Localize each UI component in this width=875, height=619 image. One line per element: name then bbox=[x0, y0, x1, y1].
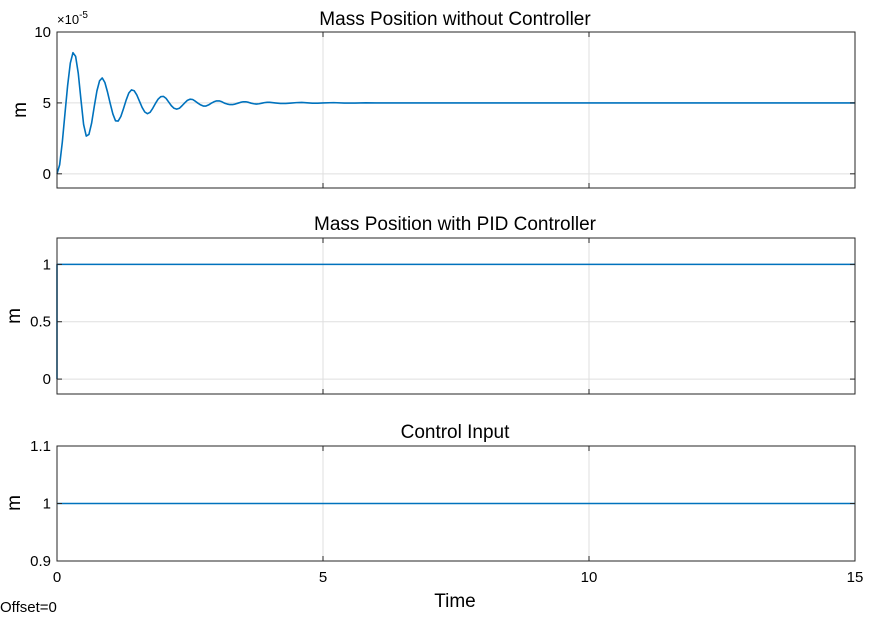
x-axis-label: Time bbox=[434, 591, 476, 612]
subplot-mass-position-with-pid: Mass Position with PID Controller m 0 0.5… bbox=[4, 214, 856, 395]
y-exponent-power: -5 bbox=[79, 10, 88, 21]
subplot-control-input: Control Input m 0.9 1 1.1 0 5 10 15 bbox=[4, 422, 863, 586]
y-tick-label: 1.1 bbox=[30, 438, 51, 455]
x-tick-label: 10 bbox=[581, 569, 598, 586]
plot-area bbox=[57, 32, 855, 188]
y-tick-label: 5 bbox=[43, 95, 51, 112]
series-line bbox=[56, 51, 855, 175]
x-tick-label: 0 bbox=[53, 569, 61, 586]
y-tick-label: 0.9 bbox=[30, 553, 51, 570]
plot-area bbox=[57, 238, 855, 394]
y-tick-label: 1 bbox=[43, 256, 51, 273]
y-axis-label: m bbox=[4, 495, 25, 511]
subplot-mass-position-without-controller: Mass Position without Controller m ×10-5… bbox=[10, 9, 856, 189]
y-tick-label: 0 bbox=[43, 166, 51, 183]
y-tick-label: 0 bbox=[43, 371, 51, 388]
chart-title: Control Input bbox=[401, 422, 511, 443]
x-tick-label: 5 bbox=[319, 569, 327, 586]
axes-frame bbox=[56, 31, 856, 189]
axes-frame bbox=[56, 237, 856, 395]
chart-title: Mass Position with PID Controller bbox=[314, 214, 597, 235]
y-axis-label: m bbox=[4, 308, 25, 324]
y-exponent-base: ×10-5 bbox=[57, 10, 88, 27]
offset-text: Offset=0 bbox=[0, 599, 57, 616]
y-tick-label: 10 bbox=[34, 24, 51, 41]
y-tick-label: 1 bbox=[43, 496, 51, 513]
chart-title: Mass Position without Controller bbox=[319, 9, 591, 30]
y-axis-label: m bbox=[10, 102, 31, 118]
x-tick-label: 15 bbox=[847, 569, 864, 586]
y-exponent-times: ×10 bbox=[57, 12, 79, 27]
y-tick-label: 0.5 bbox=[30, 314, 51, 331]
